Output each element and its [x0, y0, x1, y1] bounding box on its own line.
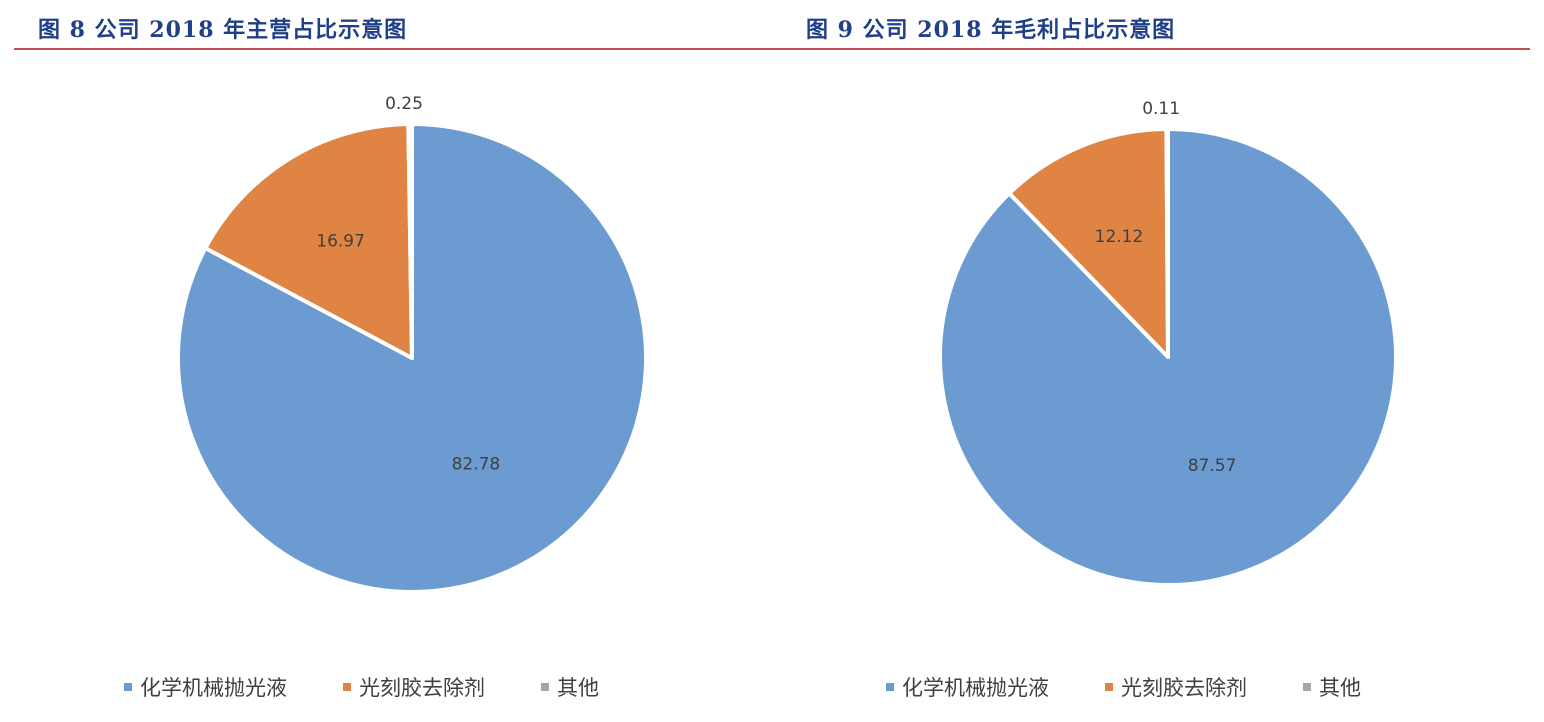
- legend-item-photoresist-remover: 光刻胶去除剂: [1105, 672, 1247, 702]
- legend-swatch-other: [1303, 683, 1311, 691]
- pie-chart: 87.57 12.12 0.11: [938, 99, 1398, 587]
- data-label-photoresist-remover: 16.97: [316, 231, 365, 251]
- legend-swatch-cmp-slurry: [886, 683, 894, 691]
- legend-item-cmp-slurry: 化学机械抛光液: [886, 672, 1049, 702]
- chart-title: 图 8 公司 2018 年主营占比示意图: [38, 17, 408, 43]
- legend-label: 化学机械抛光液: [140, 676, 287, 700]
- title-divider: [14, 48, 772, 50]
- legend-swatch-photoresist-remover: [1105, 683, 1113, 691]
- data-label-photoresist-remover: 12.12: [1095, 227, 1144, 247]
- title-divider: [772, 48, 1530, 50]
- legend-item-photoresist-remover: 光刻胶去除剂: [343, 672, 485, 702]
- legend-item-other: 其他: [541, 672, 599, 702]
- chart-legend: 化学机械抛光液 光刻胶去除剂 其他: [886, 672, 1361, 702]
- legend-swatch-photoresist-remover: [343, 683, 351, 691]
- data-label-cmp-slurry: 82.78: [452, 454, 501, 474]
- legend-label: 光刻胶去除剂: [359, 676, 485, 700]
- legend-item-other: 其他: [1303, 672, 1361, 702]
- slice-other: [1164, 126, 1170, 359]
- legend-label: 其他: [557, 676, 599, 700]
- slice-other: [406, 122, 414, 360]
- data-label-cmp-slurry: 87.57: [1188, 456, 1237, 476]
- chart-panel-main-business: 图 8 公司 2018 年主营占比示意图 82.78 16.97 0.25 化学机械…: [14, 17, 772, 702]
- legend-item-cmp-slurry: 化学机械抛光液: [124, 672, 287, 702]
- legend-label: 其他: [1319, 676, 1361, 700]
- chart-title: 图 9 公司 2018 年毛利占比示意图: [806, 17, 1176, 43]
- data-label-other: 0.11: [1142, 99, 1180, 119]
- legend-swatch-other: [541, 683, 549, 691]
- chart-legend: 化学机械抛光液 光刻胶去除剂 其他: [124, 672, 599, 702]
- legend-label: 光刻胶去除剂: [1121, 676, 1247, 700]
- chart-panel-gross-profit: 图 9 公司 2018 年毛利占比示意图 87.57 12.12 0.11 化学机械…: [772, 0, 1544, 722]
- data-label-other: 0.25: [385, 94, 423, 114]
- legend-label: 化学机械抛光液: [902, 676, 1049, 700]
- legend-swatch-cmp-slurry: [124, 683, 132, 691]
- pie-chart: 82.78 16.97 0.25: [176, 94, 648, 594]
- slice-photoresist-remover: [1007, 127, 1170, 359]
- slice-photoresist-remover: [203, 122, 414, 360]
